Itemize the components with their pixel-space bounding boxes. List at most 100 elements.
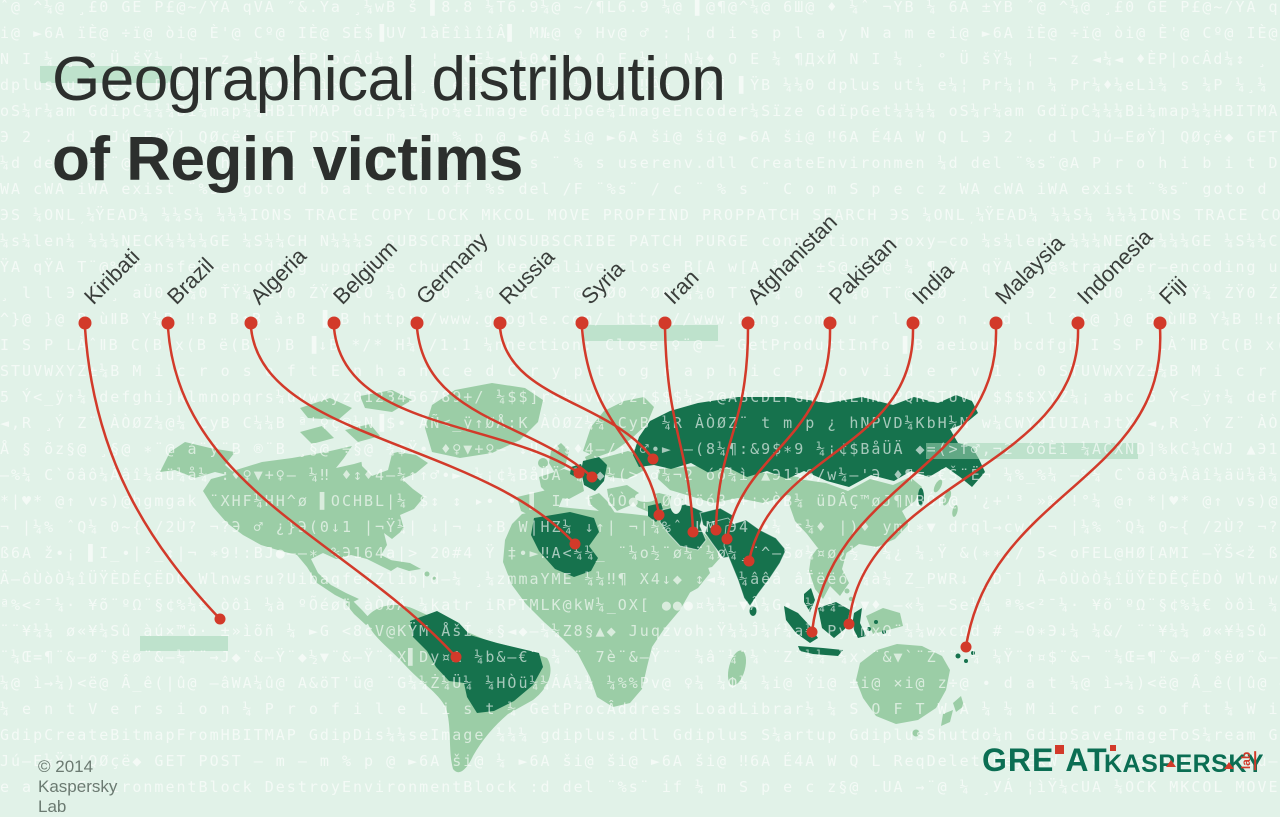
landmass-iceland <box>512 416 526 426</box>
caspian-sea <box>670 492 682 514</box>
label-dot-kiribati <box>78 316 92 330</box>
highlighted-victim-countries <box>410 395 985 713</box>
map-dot-syria <box>653 509 665 521</box>
map-dot-indonesia <box>843 618 855 630</box>
landmass-japan-2 <box>942 490 952 506</box>
connector-line-kiribati <box>83 327 221 620</box>
landmass-north-america <box>203 446 428 603</box>
page-title-line1: Geographical distribution <box>52 45 726 114</box>
map-dot-russia <box>647 453 659 465</box>
connector-line-fiji <box>964 327 1162 648</box>
landmass-philippines-1 <box>839 580 845 586</box>
label-dot-germany <box>410 316 424 330</box>
country-malaysia-borneo <box>818 602 850 638</box>
kaspersky-lab-wordmark: lab <box>1239 750 1257 771</box>
landmass-tasmania <box>912 729 920 737</box>
great-logo-red-dot-icon <box>1109 745 1116 751</box>
label-dot-algeria <box>244 316 258 330</box>
country-indonesia-sulawesi <box>852 608 866 638</box>
copyright-text: © 2014 Kaspersky Lab <box>38 757 118 816</box>
kaspersky-red-triangle-icon <box>1166 760 1176 767</box>
map-dot-algeria <box>569 538 581 550</box>
map-dot-germany <box>586 471 598 483</box>
label-dot-russia <box>493 316 507 330</box>
connector-line-germany <box>415 327 593 478</box>
landmass-arctic-islands-1 <box>300 398 352 420</box>
country-russia-highlight <box>633 395 985 487</box>
landmass-italy <box>589 493 615 519</box>
connector-line-indonesia <box>847 327 1080 625</box>
map-dot-fiji <box>960 641 972 653</box>
map-dot-afghanistan <box>710 524 722 536</box>
country-india-highlight <box>723 519 787 607</box>
map-dot-brazil <box>450 651 462 663</box>
great-logo-red-square-icon <box>1055 745 1065 754</box>
label-dot-syria <box>575 316 589 330</box>
country-fiji-island-2 <box>964 659 968 663</box>
connector-line-belgium <box>332 327 580 475</box>
landmass-philippines-2 <box>844 588 850 594</box>
map-dot-pakistan <box>721 533 733 545</box>
country-fiji-island-1 <box>955 653 961 659</box>
connector-line-india <box>747 327 915 562</box>
great-logo-right: AT <box>1065 742 1108 778</box>
landmass-arabia <box>650 538 710 598</box>
label-dot-iran <box>658 316 672 330</box>
country-indonesia-maluku-2 <box>874 620 878 624</box>
landmass-new-zealand-south <box>941 710 953 726</box>
landmass-central-asia <box>658 466 814 503</box>
label-dot-afghanistan <box>741 316 755 330</box>
connector-line-syria <box>580 327 661 516</box>
landmass-central-america <box>346 600 372 625</box>
map-dot-kiribati <box>214 613 226 625</box>
connector-line-malaysia <box>810 327 998 633</box>
map-dot-belgium <box>573 467 585 479</box>
landmass-cuba <box>390 560 421 571</box>
seas <box>360 446 682 514</box>
landmass-ireland <box>538 458 548 468</box>
country-malaysia-peninsula <box>804 588 815 612</box>
label-dot-malaysia <box>989 316 1003 330</box>
landmass-japan-3 <box>952 505 958 517</box>
connector-line-algeria <box>249 327 576 545</box>
connector-line-brazil <box>166 327 457 658</box>
country-indonesia-maluku-3 <box>882 630 886 634</box>
label-dot-fiji <box>1153 316 1167 330</box>
label-dot-belgium <box>327 316 341 330</box>
country-iran-highlight <box>659 503 707 551</box>
landmass-alaska <box>160 442 240 478</box>
country-fiji-island-3 <box>971 651 975 655</box>
connector-lines-layer <box>78 316 1167 663</box>
landmass-iberia <box>517 490 563 519</box>
landmass-greenland <box>425 383 543 458</box>
country-algeria-highlight <box>531 512 599 577</box>
connector-line-iran <box>663 327 695 533</box>
map-dot-india <box>743 555 755 567</box>
country-sri-lanka <box>749 606 757 616</box>
landmass-france <box>539 469 584 499</box>
landmass-new-guinea <box>866 608 903 634</box>
great-team-logo: GRE AT <box>982 742 1116 779</box>
landmass-japan-1 <box>933 479 943 493</box>
label-dot-brazil <box>161 316 175 330</box>
kaspersky-red-triangle-icon <box>1224 762 1234 769</box>
map-dot-malaysia <box>806 626 818 638</box>
map-dot-iran <box>687 526 699 538</box>
kaspersky-logo: KASPERSKY <box>1104 750 1265 778</box>
country-indonesia-java <box>798 646 843 656</box>
country-brazil-highlight <box>410 611 543 713</box>
label-dot-india <box>906 316 920 330</box>
hudson-bay <box>360 446 392 476</box>
connector-line-afghanistan <box>714 327 750 531</box>
landmass-australia <box>856 644 950 724</box>
landmass-hispaniola <box>424 571 430 577</box>
connector-line-pakistan <box>725 327 832 540</box>
landmass-arctic-islands-3 <box>300 426 334 444</box>
label-dot-pakistan <box>823 316 837 330</box>
black-sea <box>635 492 657 502</box>
great-logo-left: GRE <box>982 742 1055 778</box>
connector-line-russia <box>498 327 655 460</box>
landmass-madagascar <box>727 650 747 686</box>
landmass-antilles <box>432 576 436 580</box>
page-title-line2: of Regin victims <box>52 125 523 194</box>
